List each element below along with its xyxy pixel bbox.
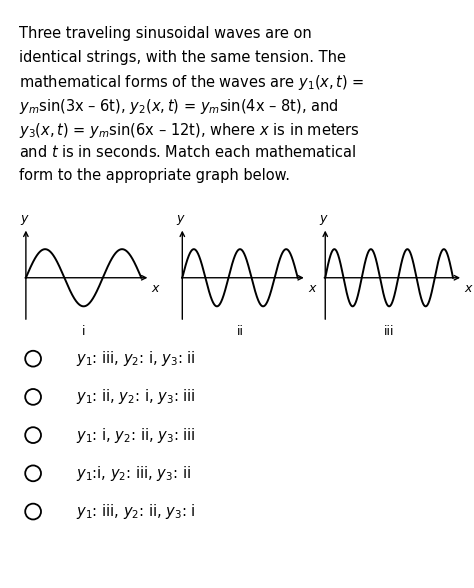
Text: $y_3(x,t)$ = $y_m$sin(6x – 12t), where $x$ is in meters: $y_3(x,t)$ = $y_m$sin(6x – 12t), where $… <box>19 121 360 139</box>
Text: Three traveling sinusoidal waves are on: Three traveling sinusoidal waves are on <box>19 26 312 42</box>
Text: form to the appropriate graph below.: form to the appropriate graph below. <box>19 168 290 183</box>
Text: x: x <box>308 282 316 295</box>
Text: $y_1$: ii, $y_2$: i, $y_3$: iii: $y_1$: ii, $y_2$: i, $y_3$: iii <box>76 387 195 406</box>
Text: $y_m$sin(3x – 6t), $y_2(x,t)$ = $y_m$sin(4x – 8t), and: $y_m$sin(3x – 6t), $y_2(x,t)$ = $y_m$sin… <box>19 97 338 116</box>
Text: y: y <box>319 212 327 225</box>
Text: mathematical forms of the waves are $y_1(x,t)$ =: mathematical forms of the waves are $y_1… <box>19 74 365 92</box>
Text: $y_1$: i, $y_2$: ii, $y_3$: iii: $y_1$: i, $y_2$: ii, $y_3$: iii <box>76 426 195 445</box>
Text: $y_1$: iii, $y_2$: ii, $y_3$: i: $y_1$: iii, $y_2$: ii, $y_3$: i <box>76 502 195 521</box>
Text: y: y <box>20 212 27 225</box>
Text: $y_1$: iii, $y_2$: i, $y_3$: ii: $y_1$: iii, $y_2$: i, $y_3$: ii <box>76 349 195 368</box>
Text: identical strings, with the same tension. The: identical strings, with the same tension… <box>19 50 346 65</box>
Text: and $t$ is in seconds. Match each mathematical: and $t$ is in seconds. Match each mathem… <box>19 144 356 160</box>
Text: i: i <box>82 325 85 338</box>
Text: ii: ii <box>237 325 244 338</box>
Text: $y_1$:i, $y_2$: iii, $y_3$: ii: $y_1$:i, $y_2$: iii, $y_3$: ii <box>76 464 191 483</box>
Text: x: x <box>465 282 472 295</box>
Text: x: x <box>152 282 159 295</box>
Text: iii: iii <box>384 325 394 338</box>
Text: y: y <box>176 212 184 225</box>
